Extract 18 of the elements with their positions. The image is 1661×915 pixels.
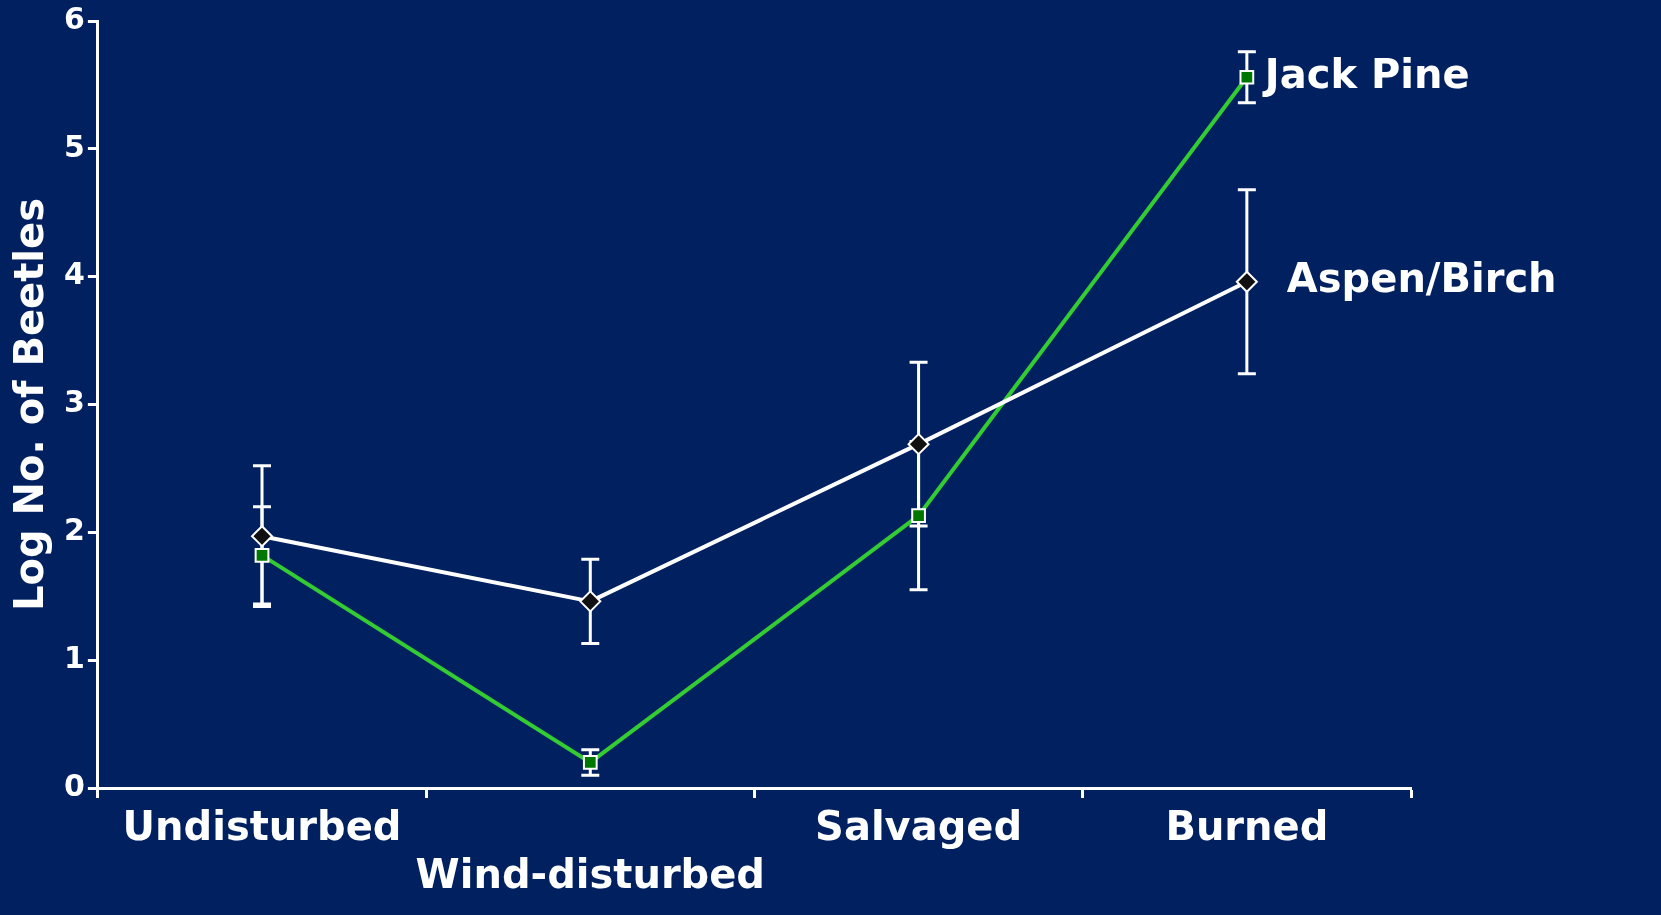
point: [251, 525, 274, 548]
y-tick-label: 1: [64, 639, 85, 675]
y-tick-label: 5: [64, 128, 85, 164]
x-tick-label: Burned: [1165, 803, 1329, 850]
point: [579, 590, 602, 613]
x-tick-label: Salvaged: [815, 803, 1023, 850]
series-label: Aspen/Birch: [1286, 255, 1557, 302]
x-tick-label: Wind-disturbed: [415, 851, 766, 898]
series-label: Jack Pine: [1261, 50, 1470, 97]
x-tick-label: Undisturbed: [122, 803, 402, 850]
y-tick-label: 0: [64, 767, 85, 803]
y-tick-label: 2: [64, 512, 85, 548]
y-tick-label: 6: [64, 0, 85, 36]
y-tick-label: 3: [64, 384, 85, 420]
point: [907, 433, 930, 456]
y-tick-label: 4: [64, 256, 85, 292]
point: [1235, 270, 1258, 293]
y-axis-title: Log No. of Beetles: [6, 198, 53, 611]
